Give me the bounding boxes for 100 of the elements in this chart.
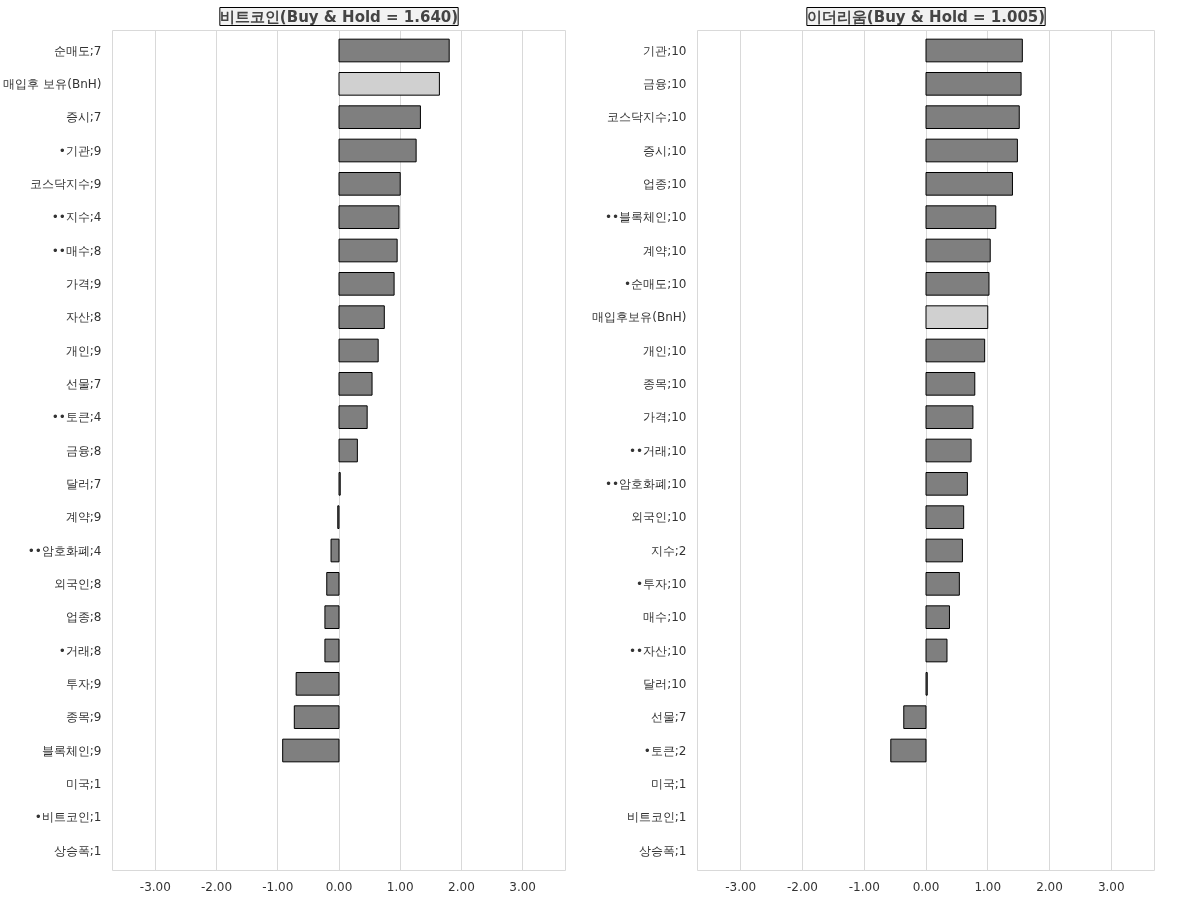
y-tick-label: •비트코인;1 (34, 810, 102, 825)
y-tick-label: 순매도;7 (53, 43, 102, 58)
x-tick-label: -3.00 (725, 879, 757, 894)
y-tick-label: 종목;10 (643, 376, 687, 391)
bar (293, 705, 340, 729)
bar (324, 605, 340, 629)
bar (338, 72, 440, 96)
bar (324, 638, 340, 663)
chart-title: 이더리움(Buy & Hold = 1.005) (806, 7, 1046, 26)
bar (903, 705, 927, 729)
y-tick-label: ••블록체인;10 (605, 210, 687, 225)
bar (338, 372, 373, 396)
y-tick-label: •토큰;2 (643, 743, 687, 758)
x-tick-label: -3.00 (139, 879, 171, 894)
x-tick-label: 3.00 (1097, 879, 1125, 894)
bar (925, 438, 972, 463)
bar (925, 38, 1023, 63)
bar (295, 672, 340, 696)
y-tick-label: 지수;2 (650, 543, 687, 558)
bar (338, 305, 385, 329)
y-tick-label: •순매도;10 (624, 276, 687, 291)
bar (925, 605, 950, 629)
x-tick-label: 3.00 (509, 879, 537, 894)
y-tick-label: 개인;10 (643, 343, 687, 358)
bar (330, 538, 340, 563)
y-tick-label: •거래;8 (58, 643, 102, 658)
bar (338, 38, 450, 63)
y-tick-label: 코스닥지수;10 (607, 110, 687, 125)
bar (925, 272, 990, 296)
y-tick-label: 종목;9 (65, 710, 102, 725)
x-tick-label: 0.00 (325, 879, 353, 894)
bar (925, 138, 1018, 163)
y-tick-label: ••자산;10 (629, 643, 687, 658)
y-tick-label: 투자;9 (65, 676, 102, 691)
bar (338, 405, 368, 429)
bar (925, 105, 1020, 129)
bar (925, 372, 976, 396)
bar (925, 405, 974, 429)
x-tick-label: 1.00 (974, 879, 1002, 894)
y-tick-label: 개인;9 (65, 343, 102, 358)
bar (925, 172, 1013, 196)
y-tick-label: 미국;1 (650, 776, 687, 791)
y-tick-label: 가격;10 (643, 410, 687, 425)
y-tick-label: 업종;10 (643, 176, 687, 191)
y-tick-label: 증시;7 (65, 110, 102, 125)
y-tick-label: 블록체인;9 (41, 743, 102, 758)
y-tick-label: ••매수;8 (51, 243, 102, 258)
bar (925, 205, 997, 229)
bar (338, 338, 379, 363)
bar (326, 572, 340, 596)
bar (338, 272, 395, 296)
y-tick-label: 금융;8 (65, 443, 102, 458)
y-tick-label: 매수;10 (643, 610, 687, 625)
bar (925, 638, 948, 663)
bar (925, 572, 960, 596)
bar (338, 205, 400, 229)
bar (338, 172, 401, 196)
bar (338, 238, 398, 263)
y-tick-label: 금융;10 (643, 76, 687, 91)
y-tick-label: 매입후보유(BnH) (592, 310, 687, 325)
x-tick-label: 0.00 (912, 879, 940, 894)
y-tick-label: •투자;10 (636, 576, 687, 591)
y-tick-label: 코스닥지수;9 (29, 176, 102, 191)
y-tick-label: 외국인;10 (631, 510, 687, 525)
y-tick-label: 달러;10 (643, 676, 687, 691)
x-tick-label: 1.00 (386, 879, 414, 894)
x-tick-label: 2.00 (1036, 879, 1063, 894)
y-tick-label: 기관;10 (643, 43, 687, 58)
x-tick-label: -1.00 (848, 879, 880, 894)
y-tick-label: 가격;9 (65, 276, 102, 291)
y-tick-label: 계약;10 (643, 243, 687, 258)
bar (338, 105, 421, 129)
y-tick-label: 비트코인;1 (626, 810, 687, 825)
x-tick-label: 2.00 (448, 879, 475, 894)
bar (890, 738, 927, 763)
y-tick-label: 미국;1 (65, 776, 102, 791)
chart-title: 비트코인(Buy & Hold = 1.640) (219, 7, 459, 26)
bar (925, 472, 968, 496)
y-tick-label: 선물;7 (650, 710, 687, 725)
y-tick-label: ••지수;4 (51, 210, 102, 225)
y-tick-label: 상승폭;1 (638, 843, 687, 858)
y-tick-label: •기관;9 (58, 143, 102, 158)
y-tick-label: 외국인;8 (53, 576, 102, 591)
bar (925, 72, 1022, 96)
y-tick-label: 계약;9 (65, 510, 102, 525)
y-tick-label: ••거래;10 (629, 443, 687, 458)
y-tick-label: 매입후 보유(BnH) (3, 76, 102, 91)
y-tick-label: 자산;8 (65, 310, 102, 325)
y-tick-label: ••토큰;4 (51, 410, 102, 425)
y-tick-label: 증시;10 (643, 143, 687, 158)
y-tick-label: ••암호화폐;4 (27, 543, 102, 558)
bar (925, 305, 989, 329)
x-tick-label: -1.00 (262, 879, 294, 894)
bar (925, 338, 986, 363)
bar (282, 738, 340, 763)
bar (338, 438, 358, 463)
y-tick-label: 상승폭;1 (53, 843, 102, 858)
bar (925, 505, 965, 529)
y-tick-label: 업종;8 (65, 610, 102, 625)
y-tick-label: ••암호화폐;10 (605, 476, 687, 491)
